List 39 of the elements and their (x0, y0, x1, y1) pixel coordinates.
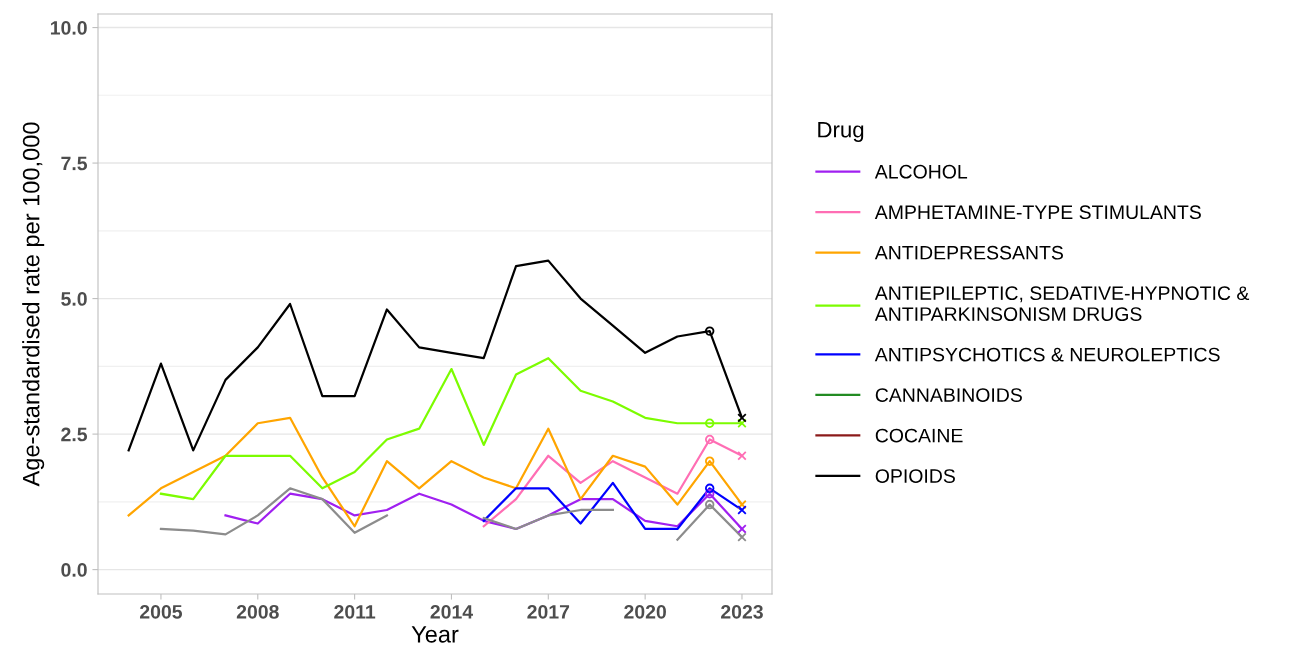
x-tick-label: 2005 (139, 604, 183, 619)
y-tick-label: 10.0 (50, 21, 87, 35)
legend-label: ANTIDEPRESSANTS (874, 245, 1063, 260)
point (704, 326, 715, 336)
line-series (127, 416, 744, 528)
legend-label: AMPHETAMINE-TYPE STIMULANTS (874, 205, 1201, 220)
point (704, 489, 715, 499)
x-tick-label: 2020 (624, 604, 666, 619)
line-series (127, 259, 744, 452)
y-axis-title: Age-standardised rate per 100,000 (22, 122, 45, 487)
legend-label: COCAINE (875, 428, 963, 443)
point (737, 524, 747, 534)
legend-title: Drug (818, 122, 864, 142)
legend-label: CANNABINOIDS (875, 388, 1022, 402)
x-tick-label: 2017 (527, 604, 570, 619)
legend-label: ANTIEPILEPTIC, SEDATIVE-HYPNOTIC & ANTIPARKINSONISM DRUGS (874, 286, 1250, 321)
point (737, 532, 747, 542)
y-tick-label: 0.0 (61, 563, 87, 577)
y-tick-label: 2.5 (61, 427, 88, 442)
point (737, 451, 747, 461)
point (704, 456, 715, 466)
x-tick-label: 2014 (430, 604, 473, 619)
x-tick-label: 2008 (236, 604, 279, 619)
legend-label: OPIOIDS (875, 469, 955, 483)
point (704, 418, 715, 428)
point (737, 505, 747, 515)
legend-label: ANTIPSYCHOTICS & NEUROLEPTICS (874, 347, 1220, 362)
y-tick-label: 7.5 (61, 156, 88, 171)
x-tick-label: 2023 (721, 604, 763, 619)
y-tick-label: 5.0 (61, 292, 87, 306)
point (704, 434, 715, 445)
point (737, 418, 747, 428)
point (704, 499, 715, 510)
x-axis-title: Year (411, 626, 459, 643)
point (704, 483, 715, 494)
point (737, 499, 747, 510)
legend-label: ALCOHOL (874, 164, 968, 179)
x-tick-label: 2011 (334, 604, 376, 619)
point (737, 413, 747, 423)
